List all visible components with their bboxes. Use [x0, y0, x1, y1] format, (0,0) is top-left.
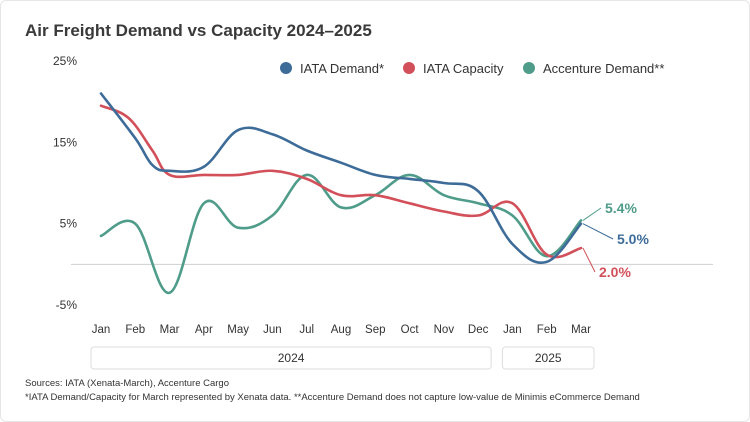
x-tick-label: Dec [468, 324, 489, 336]
legend-label: IATA Capacity [423, 61, 504, 76]
x-tick-label: Aug [331, 324, 351, 336]
end-label-leader [582, 207, 602, 221]
x-tick-label: Jun [263, 324, 282, 336]
line-chart: 25% 15% 5% -5% 5.0% 2.0% 5.4% Jan Feb Mar Apr May… [53, 54, 713, 370]
year-group-label: 2025 [535, 351, 562, 365]
x-tick-label: Oct [401, 324, 420, 336]
x-tick-label: Mar [160, 324, 180, 336]
x-tick-label: Sep [365, 324, 385, 336]
series-line-accenture-demand-- [99, 173, 583, 295]
y-tick-label: -5% [56, 298, 78, 312]
y-tick-label: 15% [53, 135, 77, 149]
x-tick-label: Apr [195, 324, 213, 336]
legend-marker [403, 62, 415, 74]
x-tick-label: May [227, 324, 249, 336]
chart-title: Air Freight Demand vs Capacity 2024–2025 [25, 21, 372, 40]
end-label-leader [582, 223, 614, 240]
end-value-label: 5.0% [617, 231, 649, 247]
y-tick-label: 5% [60, 217, 78, 231]
x-tick-label: Jan [503, 324, 522, 336]
x-tick-label: Mar [571, 324, 591, 336]
sources-note: Sources: IATA (Xenata-March), Accenture … [25, 378, 229, 389]
footnotes: Sources: IATA (Xenata-March), Accenture … [25, 377, 640, 405]
x-tick-label: Jul [299, 324, 314, 336]
legend-marker [523, 62, 535, 74]
legend-marker [280, 62, 292, 74]
x-tick-label: Feb [125, 324, 145, 336]
y-tick-label: 25% [53, 54, 77, 68]
x-tick-label: Nov [434, 324, 455, 336]
data-note: *IATA Demand/Capacity for March represen… [25, 392, 640, 403]
year-group-box [90, 346, 492, 370]
x-tick-label: Feb [537, 324, 557, 336]
x-tick-label: Jan [92, 324, 111, 336]
series-line-iata-demand- [99, 92, 583, 265]
year-group-label: 2024 [278, 351, 305, 365]
end-label-leader [582, 247, 596, 273]
legend-label: Accenture Demand** [543, 61, 664, 76]
end-value-label: 5.4% [605, 200, 637, 216]
end-value-label: 2.0% [599, 264, 631, 280]
legend-label: IATA Demand* [300, 61, 384, 76]
year-group-box [501, 346, 595, 370]
series-line-iata-capacity [99, 104, 583, 259]
